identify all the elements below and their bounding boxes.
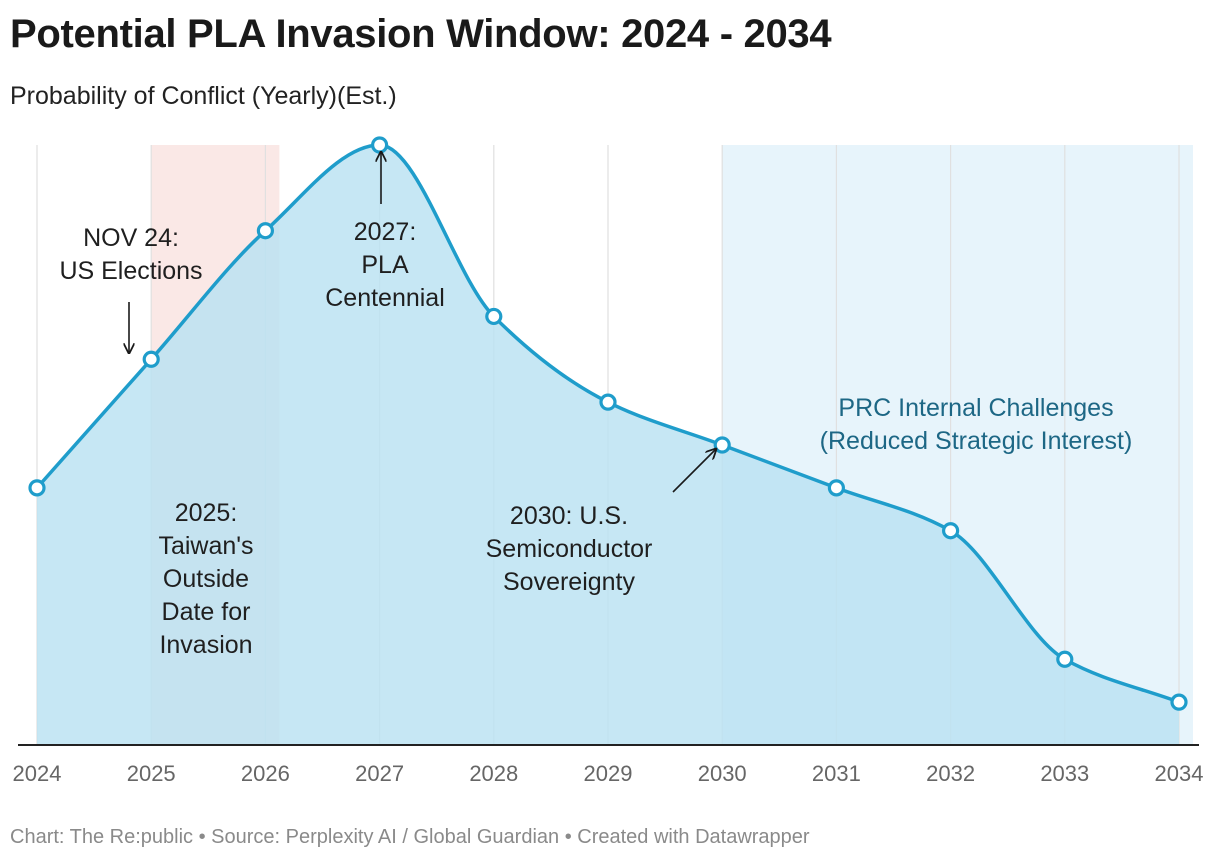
x-tick-label-2031: 2031: [812, 761, 861, 786]
annotation-semiconductor-line-2: Semiconductor: [486, 535, 653, 563]
x-tick-label-2024: 2024: [13, 761, 62, 786]
data-point-2028: [485, 307, 503, 326]
area-fill: [37, 145, 1179, 745]
data-point-2030: [713, 436, 731, 454]
annotation-pla-centennial-line-3: Centennial: [325, 284, 445, 312]
data-point-2025: [142, 350, 160, 368]
annotation-prc-challenges-line-1: PRC Internal Challenges: [838, 394, 1113, 422]
annotation-pla-centennial-line-2: PLA: [361, 251, 409, 279]
arrow-semiconductor: [672, 449, 716, 493]
data-point-2026: [256, 222, 274, 240]
annotation-taiwan-outside-date-line-4: Date for: [162, 598, 251, 626]
annotation-taiwan-outside-date-line-5: Invasion: [159, 631, 252, 659]
x-tick-label-2026: 2026: [241, 761, 290, 786]
data-point-2024: [28, 479, 46, 497]
annotation-taiwan-outside-date-line-2: Taiwan's: [158, 532, 253, 560]
annotation-semiconductor-line-3: Sovereignty: [503, 568, 636, 596]
x-tick-label-2029: 2029: [584, 761, 633, 786]
data-point-2029: [599, 393, 617, 411]
chart-footer: Chart: The Re:public • Source: Perplexit…: [10, 826, 810, 848]
annotation-taiwan-outside-date: 2025: Taiwan's Outside Date for Invasion: [158, 499, 253, 659]
x-tick-label-2030: 2030: [698, 761, 747, 786]
chart-subtitle: Probability of Conflict (Yearly)(Est.): [10, 82, 397, 110]
annotation-pla-centennial: 2027: PLA Centennial: [325, 218, 445, 312]
chart-title: Potential PLA Invasion Window: 2024 - 20…: [10, 12, 832, 56]
data-point-2033: [1056, 650, 1074, 668]
series-line: [35, 143, 1180, 704]
annotation-prc-challenges-line-2: (Reduced Strategic Interest): [820, 427, 1133, 455]
x-tick-label-2034: 2034: [1155, 761, 1204, 786]
annotation-prc-challenges: PRC Internal Challenges (Reduced Strategi…: [820, 394, 1133, 455]
x-tick-label-2025: 2025: [127, 761, 176, 786]
annotation-nov24-line-2: US Elections: [59, 257, 202, 285]
data-point-2034: [1170, 693, 1188, 711]
annotation-nov24-line-1: NOV 24:: [83, 224, 179, 252]
annotation-nov24: NOV 24: US Elections: [59, 224, 202, 285]
data-point-2027: [371, 136, 389, 154]
x-tick-label-2032: 2032: [926, 761, 975, 786]
x-tick-label-2028: 2028: [469, 761, 518, 786]
annotation-semiconductor: 2030: U.S. Semiconductor Sovereignty: [486, 502, 653, 596]
annotation-pla-centennial-line-1: 2027:: [354, 218, 417, 246]
x-tick-label-2033: 2033: [1040, 761, 1089, 786]
data-point-2031: [827, 479, 846, 497]
x-tick-label-2027: 2027: [355, 761, 404, 786]
annotation-semiconductor-line-1: 2030: U.S.: [510, 502, 628, 530]
data-point-2032: [941, 522, 960, 540]
annotation-taiwan-outside-date-line-3: Outside: [163, 565, 249, 593]
annotation-taiwan-outside-date-line-1: 2025:: [175, 499, 238, 527]
